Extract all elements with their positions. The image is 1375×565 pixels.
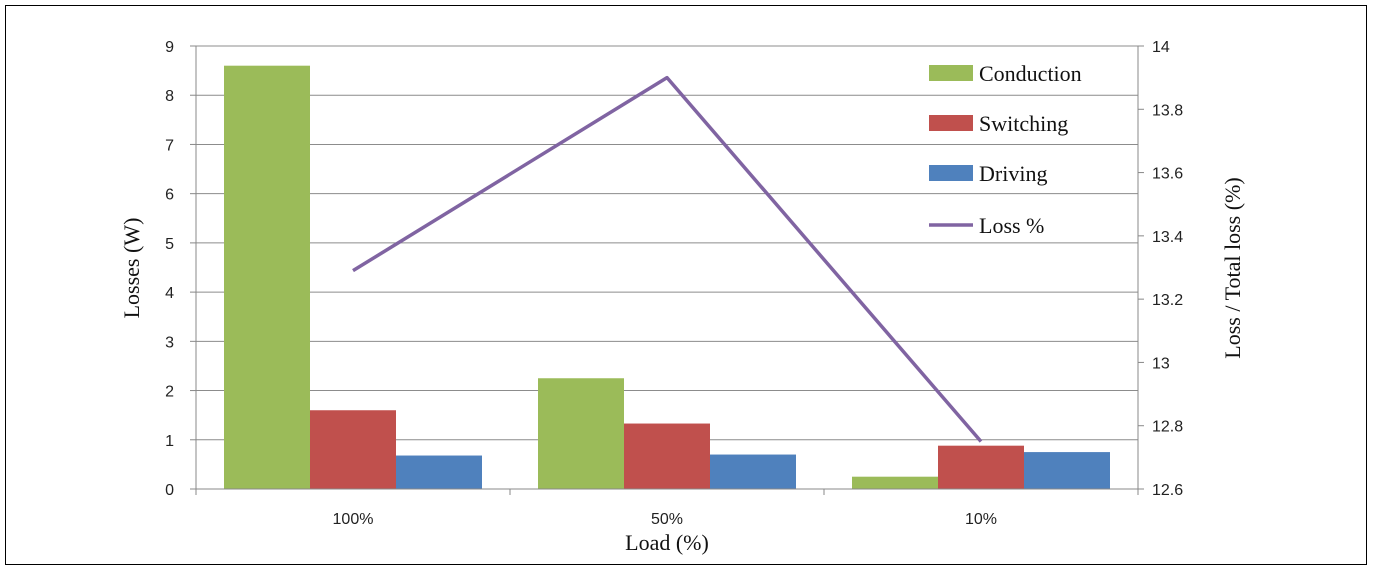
legend-label: Conduction <box>979 61 1082 86</box>
legend-swatch <box>929 115 973 131</box>
y-ticks-right: 12.6 12.8 13 13.2 13.4 13.6 13.8 14 <box>1138 39 1183 499</box>
y-tick-label: 7 <box>165 137 174 154</box>
bar-switching <box>310 410 396 489</box>
legend-swatch <box>929 65 973 81</box>
x-tick-label: 50% <box>651 511 683 528</box>
y-tick-label: 4 <box>165 285 174 302</box>
bar-conduction <box>538 378 624 489</box>
bar-driving <box>396 455 482 489</box>
y-tick-label: 9 <box>165 39 174 56</box>
y2-tick-label: 12.6 <box>1152 482 1183 499</box>
legend-label: Switching <box>979 111 1068 136</box>
x-axis-title: Load (%) <box>625 530 709 555</box>
y-tick-label: 1 <box>165 433 174 450</box>
y2-tick-label: 13.2 <box>1152 292 1183 309</box>
line-series <box>352 75 983 443</box>
legend: Conduction Switching Driving Loss % <box>929 61 1082 238</box>
gridlines <box>196 45 1138 441</box>
bar-conduction <box>852 476 938 489</box>
y-tick-label: 0 <box>165 482 174 499</box>
bar-switching <box>938 445 1024 489</box>
y2-tick-label: 12.8 <box>1152 419 1183 436</box>
y-axis-title: Losses (W) <box>119 218 144 319</box>
bar-driving <box>1024 452 1110 489</box>
y2-tick-label: 13 <box>1152 355 1170 372</box>
y-tick-label: 5 <box>165 236 174 253</box>
bar-conduction <box>224 65 310 489</box>
y2-tick-label: 13.6 <box>1152 166 1183 183</box>
y-tick-label: 3 <box>165 334 174 351</box>
x-ticks: 100% 50% 10% <box>195 489 1139 528</box>
bar-driving <box>710 454 796 489</box>
legend-swatch <box>929 165 973 181</box>
x-tick-label: 100% <box>333 511 374 528</box>
y2-axis-title: Loss / Total loss (%) <box>1220 177 1245 358</box>
x-tick-label: 10% <box>965 511 997 528</box>
y-tick-label: 6 <box>165 187 174 204</box>
line-loss-percent <box>352 75 983 443</box>
y2-tick-label: 13.4 <box>1152 229 1183 246</box>
y-tick-label: 2 <box>165 384 174 401</box>
y2-tick-label: 14 <box>1152 39 1170 56</box>
legend-label: Driving <box>979 161 1047 186</box>
bar-switching <box>624 423 710 489</box>
y-ticks-left: 0 1 2 3 4 5 6 7 8 9 <box>165 39 196 499</box>
bars <box>224 65 1110 489</box>
y2-tick-label: 13.8 <box>1152 102 1183 119</box>
y-tick-label: 8 <box>165 88 174 105</box>
axes <box>195 46 1139 490</box>
legend-label: Loss % <box>979 213 1044 238</box>
